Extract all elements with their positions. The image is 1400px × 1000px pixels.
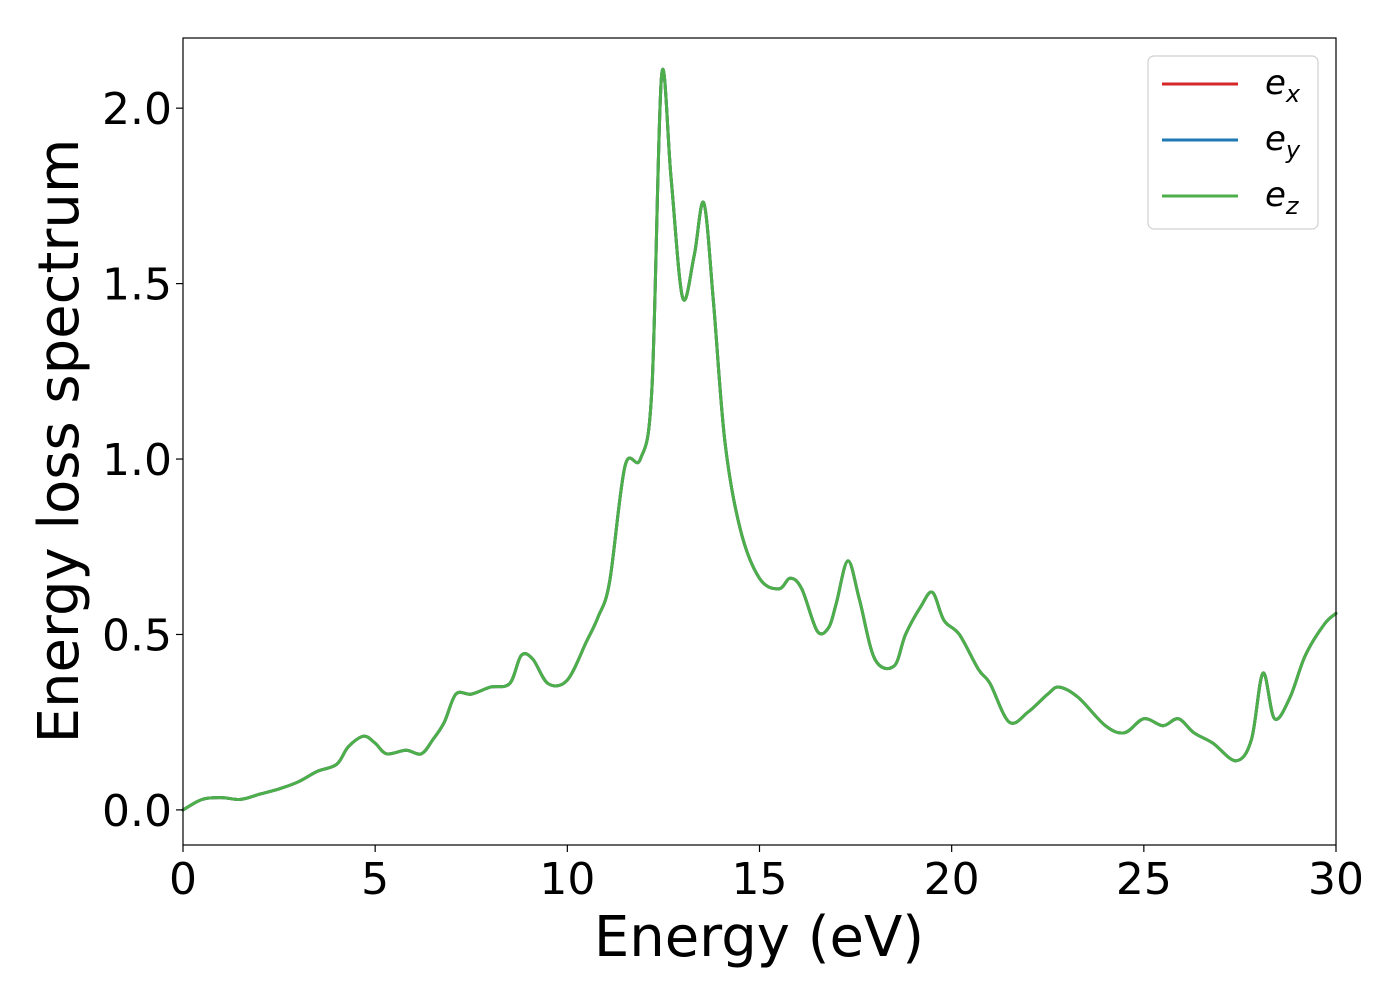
- x-tick-label: 25: [1116, 854, 1172, 905]
- legend: ex ey ez: [1147, 55, 1319, 230]
- legend-label-e-x: ex: [1265, 63, 1301, 108]
- series-layer: [181, 67, 1338, 812]
- legend-items: ex ey ez: [1162, 63, 1301, 220]
- x-tick-label: 5: [361, 854, 389, 905]
- x-tick-label: 15: [732, 854, 788, 905]
- y-tick-label: 0.5: [102, 610, 172, 661]
- x-axis-title: Energy (eV): [594, 905, 924, 970]
- x-tick-label: 10: [539, 854, 595, 905]
- y-axis: 0.0 0.5 1.0 1.5 2.0: [102, 84, 183, 837]
- y-tick-label: 1.5: [102, 260, 172, 311]
- x-axis: 0 5 10 15 20 25 30: [169, 845, 1364, 905]
- y-axis-title: Energy loss spectrum: [27, 139, 92, 744]
- y-tick-label: 0.0: [102, 786, 172, 837]
- x-tick-label: 30: [1308, 854, 1364, 905]
- x-tick-label: 20: [924, 854, 980, 905]
- series-line-e-z: [181, 67, 1338, 812]
- x-tick-label: 0: [169, 854, 197, 905]
- y-tick-label: 1.0: [102, 435, 172, 486]
- legend-label-e-y: ey: [1265, 119, 1301, 164]
- legend-box: [1147, 55, 1319, 230]
- legend-label-e-z: ez: [1265, 175, 1300, 220]
- y-tick-label: 2.0: [102, 84, 172, 135]
